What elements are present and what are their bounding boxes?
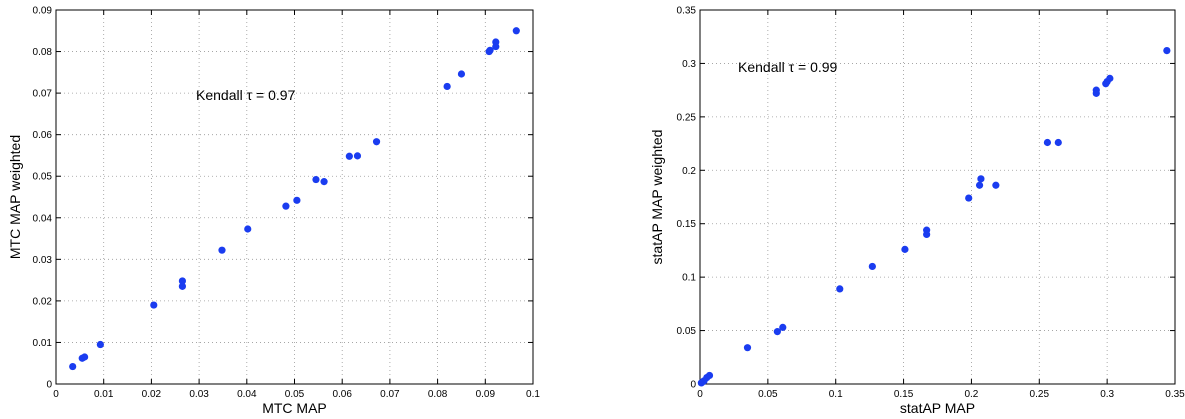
data-point [992,181,1000,189]
y-tick-label: 0.08 [33,47,53,58]
x-tick-label: 0.01 [94,389,114,400]
x-tick-label: 0.04 [237,389,257,400]
y-tick-label: 0.05 [33,172,53,183]
data-point [1106,74,1114,82]
data-point [773,328,781,336]
x-tick-label: 0.1 [526,389,540,400]
x-tick-label: 0.2 [964,389,978,400]
y-tick-label: 0.05 [677,326,697,337]
data-point [320,178,328,186]
kendall-annotation: Kendall τ = 0.99 [738,59,838,75]
data-point [836,285,844,293]
data-point [975,181,984,189]
x-tick-label: 0.02 [142,389,162,400]
y-tick-label: 0 [46,380,52,391]
data-point [1092,86,1100,94]
y-axis-label: statAP MAP weighted [649,130,665,265]
data-point [150,301,158,309]
x-tick-label: 0 [697,389,703,400]
y-axis-label: MTC MAP weighted [7,135,23,259]
y-tick-label: 0 [690,380,696,391]
x-tick-label: 0.07 [380,389,400,400]
x-tick-label: 0.09 [476,389,496,400]
data-point [81,353,89,361]
x-axis-label: statAP MAP [900,400,975,416]
data-point [178,282,187,290]
y-tick-label: 0.3 [682,59,696,70]
data-point [486,46,494,54]
data-point [743,344,752,352]
data-point [1054,138,1062,147]
data-point [312,175,320,184]
data-point [1043,138,1052,147]
data-point [868,262,876,271]
data-point [218,246,226,254]
x-tick-label: 0.25 [1030,389,1050,400]
data-point [345,152,353,160]
data-point [69,362,77,371]
data-point [443,82,451,91]
data-point [512,27,520,35]
y-tick-label: 0.2 [682,166,696,177]
y-tick-label: 0.07 [33,89,53,100]
y-tick-label: 0.06 [33,130,53,141]
x-tick-label: 0.05 [758,389,778,400]
x-axis-label: MTC MAP [262,400,327,416]
kendall-annotation: Kendall τ = 0.97 [196,87,296,103]
x-tick-label: 0.35 [1165,389,1185,400]
y-tick-label: 0.01 [33,338,53,349]
x-tick-label: 0.3 [1100,389,1114,400]
y-tick-label: 0.04 [33,213,53,224]
mtc-scatter-chart: 0 0.01 0.02 0.03 0.04 0.05 0.06 0.07 0.08 0.09 0.1… [7,6,540,417]
y-tick-label: 0.35 [677,6,697,17]
data-point [244,225,252,233]
statap-scatter-chart: 0 0.05 0.1 0.15 0.2 0.25 0.3 0.35 0 0.05 0.1 0.15 0.… [649,6,1185,417]
data-point [901,245,909,253]
plot-frame [699,9,1176,385]
data-point [779,323,787,331]
y-tick-label: 0.1 [682,273,696,284]
data-point [457,70,466,78]
data-point [353,152,362,160]
data-point [705,371,714,380]
data-point [282,202,290,210]
y-tick-label: 0.03 [33,255,53,266]
x-tick-label: 0.06 [332,389,352,400]
x-tick-label: 0.03 [189,389,209,400]
x-tick-label: 0.15 [894,389,914,400]
data-point [372,138,381,146]
y-tick-label: 0.02 [33,296,53,307]
data-point [923,226,931,234]
data-point [293,196,301,204]
x-tick-label: 0.1 [829,389,843,400]
data-point [977,175,985,183]
data-point [1163,47,1171,55]
data-point [965,194,973,202]
y-tick-label: 0.09 [33,6,53,17]
data-point [492,38,500,46]
x-tick-label: 0.08 [428,389,448,400]
x-tick-label: 0 [53,389,59,400]
x-tick-label: 0.05 [285,389,305,400]
data-point [178,277,187,285]
data-point [96,340,104,349]
y-tick-label: 0.25 [677,112,697,123]
y-tick-label: 0.15 [677,219,697,230]
